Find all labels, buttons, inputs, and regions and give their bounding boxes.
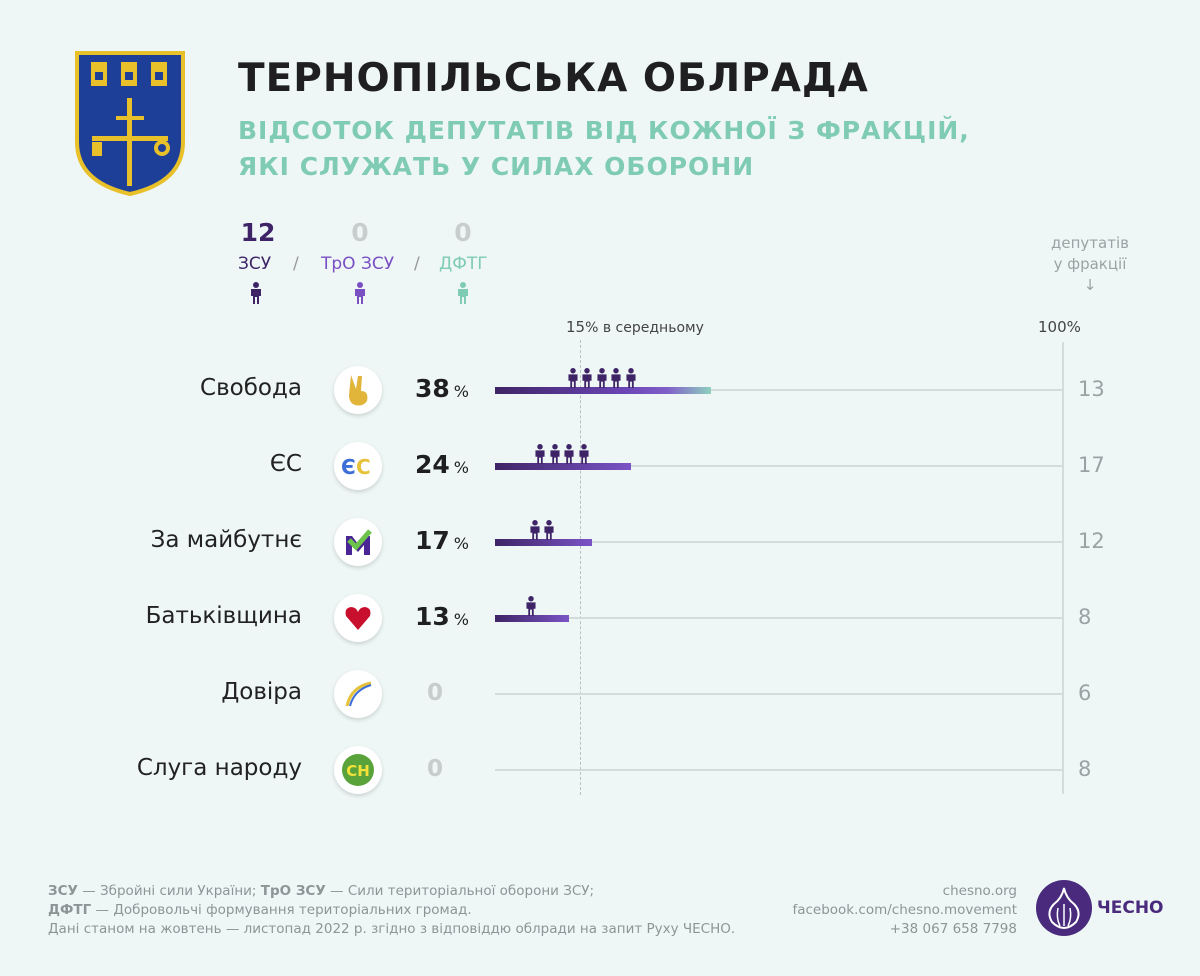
person-icon — [525, 596, 537, 620]
contacts: chesno.org facebook.com/chesno.movement … — [792, 882, 1017, 939]
bar — [495, 387, 711, 394]
bar — [495, 615, 569, 622]
percent-label: 0 — [427, 680, 444, 706]
person-icon — [563, 444, 575, 468]
bar — [495, 463, 632, 470]
bar-track — [495, 769, 1063, 771]
subtitle-line-1: ВІДСОТОК ДЕПУТАТІВ ВІД КОЖНОЇ З ФРАКЦІЙ, — [238, 116, 970, 145]
average-label: 15% в середньому — [566, 318, 704, 336]
person-icon — [543, 520, 555, 544]
person-icon — [534, 444, 546, 468]
legend-separator: / — [414, 254, 420, 274]
svg-text:СН: СН — [346, 762, 370, 780]
person-icon-zsu — [251, 282, 261, 304]
person-icon — [549, 444, 561, 468]
person-icon-tro — [355, 282, 365, 304]
max-axis-line — [1062, 342, 1064, 794]
bar — [495, 539, 592, 546]
page-title: ТЕРНОПІЛЬСЬКА ОБЛРАДА — [238, 56, 869, 101]
totals-header-line2: у фракції — [1053, 255, 1127, 273]
legend-count-tro: 0 — [351, 218, 369, 247]
legend-count-dftg: 0 — [454, 218, 472, 247]
faction-total: 8 — [1078, 757, 1092, 781]
party-name: Слуга народу — [136, 755, 302, 781]
party-name: Довіра — [221, 679, 302, 705]
svg-text:Є: Є — [341, 455, 356, 477]
percent-label: 24% — [415, 450, 469, 479]
site-link[interactable]: chesno.org — [942, 883, 1017, 899]
heart-logo-icon — [334, 594, 382, 642]
chesno-garlic-logo-icon — [1036, 880, 1092, 936]
person-icon — [529, 520, 541, 544]
percent-label: 38% — [415, 374, 469, 403]
party-name: За майбутнє — [150, 527, 302, 553]
chesno-brand: ЧЕСНО — [1097, 898, 1164, 918]
faction-total: 13 — [1078, 377, 1105, 401]
legend-label-tro: ТрО ЗСУ — [321, 254, 395, 274]
max-label: 100% — [1038, 318, 1081, 336]
subtitle-line-2: ЯКІ СЛУЖАТЬ У СИЛАХ ОБОРОНИ — [238, 152, 755, 181]
svg-text:С: С — [356, 455, 371, 477]
average-line — [580, 340, 581, 795]
percent-label: 0 — [427, 756, 444, 782]
party-name: ЄС — [269, 451, 302, 477]
za-maibutnie-logo-icon — [334, 518, 382, 566]
bar-track — [495, 389, 1063, 391]
person-icon — [581, 368, 593, 392]
legend-label-zsu: ЗСУ — [238, 254, 272, 274]
person-icon-dftg — [458, 282, 468, 304]
totals-header-line1: депутатів — [1051, 234, 1129, 252]
victory-hand-icon — [334, 366, 382, 414]
legend-count-zsu: 12 — [240, 218, 276, 247]
bar-track — [495, 465, 1063, 467]
legend-label-dftg: ДФТГ — [439, 254, 488, 274]
legend-separator: / — [293, 254, 299, 274]
party-name: Батьківщина — [145, 603, 302, 629]
faction-total: 12 — [1078, 529, 1105, 553]
person-icon — [625, 368, 637, 392]
footer-notes: ЗСУ — Збройні сили України; ТрО ЗСУ — Си… — [48, 883, 736, 937]
person-icon — [596, 368, 608, 392]
sluha-narodu-logo-icon: СН — [334, 746, 382, 794]
party-name: Свобода — [200, 375, 302, 401]
person-icon — [578, 444, 590, 468]
bar-track — [495, 541, 1063, 543]
percent-label: 17% — [415, 526, 469, 555]
dovira-logo-icon — [334, 670, 382, 718]
phone: +38 067 658 7798 — [889, 921, 1017, 937]
person-icon — [567, 368, 579, 392]
faction-total: 6 — [1078, 681, 1092, 705]
bar-track — [495, 693, 1063, 695]
person-icon — [610, 368, 622, 392]
faction-total: 17 — [1078, 453, 1105, 477]
coat-of-arms-logo — [75, 51, 185, 196]
percent-label: 13% — [415, 602, 469, 631]
down-arrow-icon: ↓ — [1083, 276, 1097, 294]
faction-total: 8 — [1078, 605, 1092, 629]
bar-track — [495, 617, 1063, 619]
facebook-link[interactable]: facebook.com/chesno.movement — [792, 902, 1017, 918]
